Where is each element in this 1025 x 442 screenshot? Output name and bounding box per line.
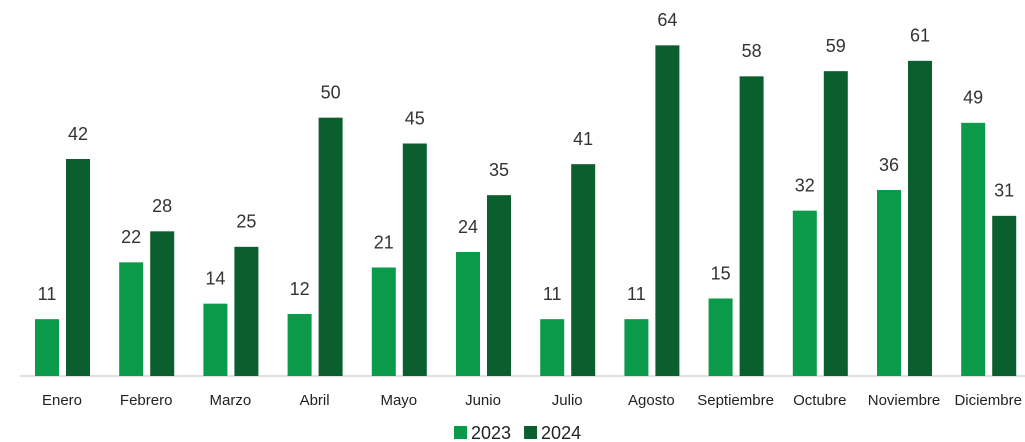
bar [203,303,228,376]
value-label: 32 [795,175,815,195]
bar [287,314,312,376]
x-tick-label: Enero [42,392,82,409]
x-tick-label: Octubre [793,392,846,409]
value-label: 21 [374,232,394,252]
bar [402,143,427,376]
bar [66,159,90,376]
value-label: 31 [994,181,1014,201]
value-label: 42 [68,124,88,144]
legend-swatch [454,426,467,439]
value-label: 36 [879,155,899,175]
value-label: 24 [458,217,478,237]
bar [877,190,901,376]
value-label: 35 [489,160,509,180]
bar [908,60,932,376]
value-label: 45 [405,108,425,128]
bar [318,117,343,377]
legend-swatch [524,426,538,439]
bar [456,252,480,376]
value-label: 64 [657,10,677,30]
bar [234,246,259,376]
bar [792,210,817,376]
bar [624,319,649,376]
value-label: 11 [627,284,646,304]
value-label: 59 [826,36,846,56]
x-tick-label: Abril [300,392,330,409]
value-label: 11 [543,284,562,304]
x-tick-label: Noviembre [868,392,941,409]
value-label: 22 [121,227,141,247]
x-tick-label: Mayo [380,392,417,409]
x-tick-label: Septiembre [697,392,774,409]
x-tick-label: Junio [465,392,501,409]
value-label: 15 [711,263,731,283]
bar [150,231,175,376]
bar [371,267,396,376]
bar [487,195,511,376]
value-label: 61 [910,26,930,46]
bar [739,76,764,376]
value-label: 41 [573,129,593,149]
x-tick-label: Julio [552,392,583,409]
bar [571,164,596,376]
value-label: 14 [205,268,225,288]
value-label: 50 [321,82,341,102]
value-label: 28 [152,196,172,216]
bar [823,71,848,377]
bar [708,298,733,376]
value-label: 49 [963,88,983,108]
bar [35,319,59,376]
bar [655,45,680,376]
legend-label: 2024 [541,423,581,442]
x-tick-label: Diciembre [954,392,1022,409]
bar [992,215,1017,376]
bar [119,262,144,376]
value-label: 11 [38,284,57,304]
x-tick-label: Febrero [120,392,173,409]
legend-label: 2023 [471,423,511,442]
bar [961,122,986,376]
value-label: 25 [236,212,256,232]
value-label: 58 [742,41,762,61]
x-tick-label: Agosto [628,392,675,409]
value-label: 12 [290,279,310,299]
x-tick-label: Marzo [210,392,252,409]
bar [540,319,565,376]
